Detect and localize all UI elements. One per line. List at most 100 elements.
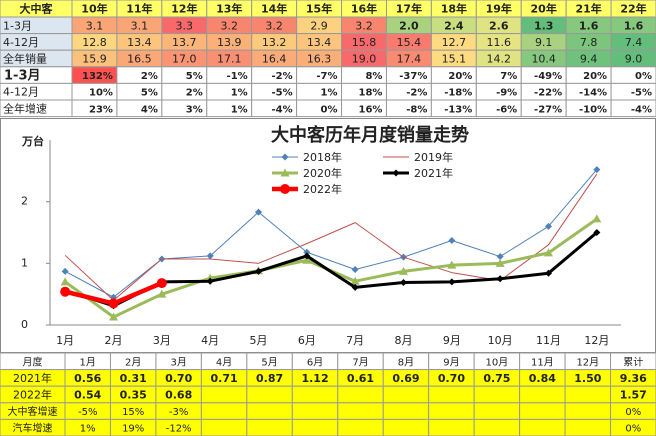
- cell: [473, 402, 521, 420]
- row-label: 1-3月: [3, 19, 32, 32]
- data-point: [593, 229, 601, 236]
- header-text: 15年: [306, 2, 332, 16]
- data-point: [61, 267, 69, 275]
- cell-text: 10.4: [531, 53, 556, 66]
- x-tick-label: 7月: [346, 334, 364, 347]
- cell-text: 12.8: [82, 36, 107, 49]
- header-text: 4月: [216, 356, 232, 368]
- cell-text: 7%: [500, 71, 517, 82]
- cell-text: -7%: [316, 71, 337, 82]
- header-text: 8月: [398, 356, 414, 368]
- cell-text: 0%: [321, 104, 338, 115]
- cell: [564, 385, 612, 404]
- cell-text: -13%: [444, 104, 472, 115]
- cell: [519, 385, 566, 404]
- cell-text: -18%: [444, 88, 472, 99]
- cell-text: 9.4: [580, 53, 598, 66]
- cell-text: 0.84: [529, 372, 556, 385]
- header-text: 21年: [575, 2, 601, 16]
- data-point: [350, 276, 360, 285]
- cell-text: 1.3: [534, 19, 554, 32]
- data-point: [496, 253, 504, 261]
- cell-text: 0.68: [165, 389, 192, 402]
- cell-text: 7.8: [580, 36, 598, 49]
- cell-text: 23%: [89, 104, 113, 115]
- cell-text: 8%: [365, 71, 382, 82]
- cell-text: 7.4: [625, 36, 643, 49]
- header-text: 18年: [441, 2, 467, 16]
- y-tick-label: 1: [21, 256, 28, 269]
- y-tick-label: 0: [21, 318, 28, 331]
- header-text: 22年: [620, 2, 646, 16]
- cell-text: 0.70: [165, 372, 192, 385]
- cell-text: 20%: [583, 71, 607, 82]
- chart-title: 大中客历年月度销量走势: [271, 124, 469, 146]
- cell-text: 3.1: [131, 19, 149, 32]
- data-point: [495, 258, 505, 267]
- data-point: [60, 277, 70, 286]
- cell-text: 10%: [89, 88, 113, 99]
- header-text: 大中客: [20, 2, 54, 16]
- data-point: [448, 278, 456, 286]
- cell-text: 0.35: [120, 389, 147, 402]
- x-tick-label: 10月: [488, 334, 513, 347]
- cell-text: 0%: [625, 407, 641, 418]
- header-text: 7月: [352, 356, 368, 368]
- header-text: 19年: [486, 2, 512, 16]
- cell: [382, 418, 430, 436]
- cell-text: 1.6: [579, 19, 599, 32]
- cell: [428, 385, 475, 404]
- cell-text: 0.75: [483, 372, 510, 385]
- y-tick-label: 2: [21, 195, 28, 208]
- series-line: [64, 173, 598, 301]
- cell-text: 3.2: [265, 19, 283, 32]
- cell-text: 9.0: [625, 53, 643, 66]
- data-point: [255, 267, 262, 275]
- cell-text: 5%: [186, 71, 203, 82]
- legend-marker: [280, 184, 290, 194]
- cell-text: 0.87: [256, 372, 283, 385]
- cell: [246, 402, 293, 420]
- header-text: 11月: [531, 356, 554, 368]
- header-text: 14年: [261, 2, 287, 16]
- legend-label: 2020年: [303, 166, 342, 180]
- cell-text: 4%: [141, 104, 158, 115]
- cell: [291, 385, 339, 404]
- cell-text: 16.3: [307, 53, 332, 66]
- cell-text: 0%: [625, 424, 641, 435]
- cell-text: -2%: [406, 88, 427, 99]
- cell: [428, 418, 475, 436]
- data-point: [206, 277, 214, 285]
- row-label: 全年销量: [3, 52, 47, 66]
- cell: [337, 418, 384, 436]
- cell-text: -6%: [496, 104, 517, 115]
- cell: [291, 418, 339, 436]
- cell-text: -10%: [579, 104, 607, 115]
- cell-text: 2.4: [444, 19, 464, 32]
- cell-text: -22%: [534, 88, 562, 99]
- legend-marker: [281, 153, 289, 161]
- cell-text: -4%: [271, 104, 292, 115]
- header-text: 12月: [576, 356, 599, 368]
- cell-text: -3%: [169, 407, 188, 418]
- header-text: 10年: [81, 2, 107, 16]
- cell-text: -14%: [579, 88, 607, 99]
- cell-text: 0.54: [74, 389, 101, 402]
- cell: [200, 418, 248, 436]
- cell-text: 0.70: [438, 372, 465, 385]
- cell: [337, 402, 384, 420]
- cell-text: 15.4: [397, 36, 422, 49]
- row-label: 全年增速: [3, 101, 47, 115]
- data-point: [255, 208, 262, 216]
- data-point: [157, 289, 167, 298]
- cell-text: 0.31: [120, 372, 147, 385]
- cell-text: 18%: [359, 88, 383, 99]
- cell-text: 13.9: [217, 36, 242, 49]
- cell-text: 9.1: [535, 36, 553, 49]
- data-point: [60, 286, 71, 297]
- cell-text: 2.0: [399, 19, 419, 32]
- cell: [246, 385, 293, 404]
- cell: [337, 385, 384, 404]
- cell: [519, 402, 566, 420]
- cell-text: -5%: [78, 407, 97, 418]
